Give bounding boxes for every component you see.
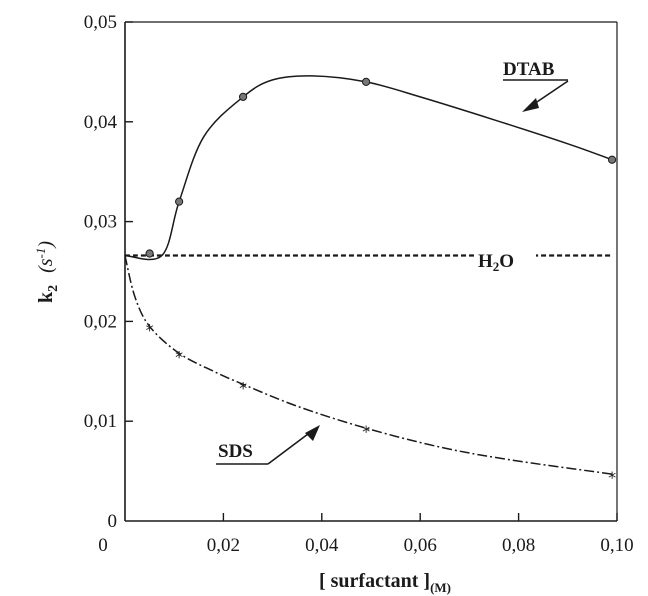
y-axis-title-main: k	[35, 291, 57, 303]
series	[124, 75, 613, 475]
y-tick-label: 0	[108, 511, 118, 532]
x-axis-title: [ surfactant ](M)	[319, 570, 451, 595]
annotation-h2o-bg	[474, 248, 536, 272]
axes	[124, 21, 618, 522]
x-tick-label: 0,10	[600, 535, 633, 556]
annotation-h2o-h: H	[478, 251, 493, 272]
data-point-sds: *	[362, 422, 370, 441]
annotation-sds: SDS	[216, 425, 320, 465]
y-tick-label: 0,04	[84, 112, 118, 133]
data-point-sds: *	[175, 347, 183, 366]
markers: * * * * *	[145, 77, 617, 487]
x-axis-title-sub: (M)	[430, 580, 451, 595]
y-tick-label: 0,02	[84, 311, 117, 332]
data-point-dtab	[607, 155, 617, 164]
data-point-dtab	[238, 92, 248, 101]
y-tick-label: 0,03	[84, 212, 117, 233]
annotation-dtab: DTAB	[503, 59, 569, 112]
y-axis-title: k2 (s-1)	[33, 241, 61, 303]
data-point-dtab	[361, 77, 371, 86]
annotation-dtab-arrowhead	[522, 98, 539, 112]
annotation-h2o-label: H2O	[478, 251, 514, 274]
annotation-h2o-o: O	[499, 251, 514, 272]
annotation-h2o: H2O	[474, 248, 536, 274]
x-axis-title-main: [ surfactant ]	[319, 570, 430, 592]
annotation-dtab-label: DTAB	[503, 59, 555, 80]
x-tick-label: 0,08	[502, 535, 535, 556]
series-line-sds	[124, 255, 613, 475]
x-tick-label: 0,04	[305, 535, 339, 556]
series-line-dtab	[124, 75, 613, 261]
y-tick-label: 0,01	[84, 411, 117, 432]
data-point-dtab	[175, 197, 184, 206]
annotation-h2o-sub: 2	[493, 259, 500, 274]
data-point-sds: *	[239, 378, 247, 397]
y-axis-title-unit-close: )	[35, 241, 57, 249]
annotation-sds-label: SDS	[218, 441, 253, 462]
annotation-sds-arrowhead	[305, 425, 320, 441]
y-tick-label: 0,05	[84, 12, 117, 33]
x-origin-label: 0	[98, 535, 108, 556]
y-axis-title-unit-sup: -1	[33, 248, 48, 259]
data-point-sds: *	[608, 468, 616, 487]
data-point-dtab	[145, 249, 154, 258]
x-tick-label: 0,06	[404, 535, 437, 556]
y-axis-title-sub: 2	[46, 285, 61, 292]
data-point-sds: *	[146, 320, 154, 339]
annotation-sds-arrow	[267, 430, 313, 465]
y-axis-title-unit: (s	[35, 258, 57, 273]
ticks: 0 0,01 0,02 0,03 0,04 0,05 0,02 0,04 0,06 0,08 0,1…	[84, 12, 634, 556]
x-tick-label: 0,02	[207, 535, 240, 556]
